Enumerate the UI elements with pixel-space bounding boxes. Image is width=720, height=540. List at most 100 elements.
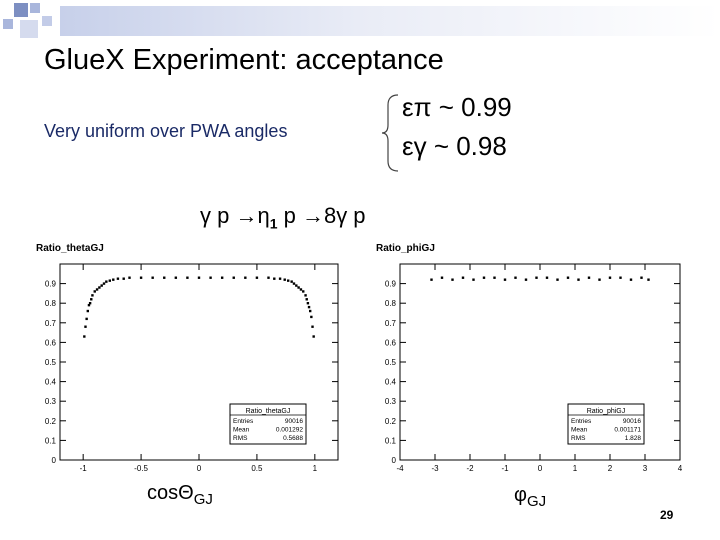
x-tick-label: 4 — [678, 464, 683, 473]
data-point — [647, 278, 650, 281]
data-point — [587, 276, 591, 279]
deco-square-5 — [42, 16, 52, 26]
epsilon-pi: επ ~ 0.99 — [402, 92, 512, 122]
data-point — [108, 279, 112, 282]
data-point — [430, 278, 433, 281]
data-point — [232, 276, 235, 279]
data-point — [514, 276, 517, 279]
data-point — [307, 305, 311, 309]
stats-label: RMS — [571, 435, 586, 442]
data-point — [545, 276, 549, 279]
data-point — [306, 302, 310, 305]
data-point — [267, 276, 270, 279]
theta-plot: 0 0.1 0.2 0.3 0.4 0.5 0.6 0.7 0.8 0.9 -1 -0.5 0 0.5 1 R… — [45, 263, 339, 473]
phi-xlabel-main: φ — [514, 484, 527, 506]
data-point — [461, 276, 465, 279]
data-point — [85, 317, 88, 321]
data-point — [629, 278, 633, 281]
data-point — [493, 276, 496, 279]
data-point — [304, 294, 307, 297]
stats-box — [229, 403, 307, 445]
data-point — [619, 276, 622, 279]
y-tick-label: 0 — [392, 456, 397, 465]
stats-value: 90016 — [623, 418, 641, 425]
page-number: 29 — [660, 508, 674, 522]
stats-value: 0.001292 — [276, 427, 303, 434]
stats-value: 0.001171 — [614, 427, 641, 434]
data-point — [139, 276, 143, 279]
data-point — [310, 315, 313, 319]
data-point — [255, 276, 259, 279]
deco-square-3 — [3, 19, 13, 29]
stats-value: 0.5688 — [283, 435, 303, 442]
slide-title: GlueX Experiment: acceptance — [44, 44, 444, 76]
data-point — [297, 286, 300, 289]
epsilon-gamma: εγ ~ 0.98 — [402, 131, 507, 161]
data-point — [100, 284, 103, 287]
data-point — [93, 290, 96, 293]
data-point — [556, 278, 559, 281]
data-point — [440, 276, 444, 279]
data-point — [577, 278, 580, 281]
data-point — [566, 276, 570, 279]
subtitle: Very uniform over PWA angles — [44, 121, 288, 141]
y-tick-label: 0.2 — [45, 417, 57, 426]
data-point — [640, 276, 643, 279]
data-point — [90, 298, 93, 301]
y-tick-label: 0.3 — [45, 397, 57, 406]
stats-label: Mean — [233, 427, 250, 434]
x-tick-label: -0.5 — [134, 464, 148, 473]
data-point — [220, 276, 224, 279]
data-point — [312, 335, 315, 338]
x-tick-label: -4 — [396, 464, 404, 473]
reaction-pre: γ p →η — [200, 203, 270, 228]
theta-xlabel-sub: GJ — [193, 491, 213, 508]
data-point — [305, 298, 308, 301]
data-point — [112, 278, 115, 281]
data-point — [482, 276, 486, 279]
data-point — [95, 288, 99, 291]
phi-plot-title: Ratio_phiGJ — [376, 243, 435, 254]
x-tick-label: 0 — [538, 464, 543, 473]
data-point — [197, 276, 201, 279]
data-point — [503, 278, 507, 281]
stats-title: Ratio_thetaGJ — [246, 408, 291, 415]
y-tick-label: 0.8 — [45, 299, 57, 308]
stats-label: RMS — [233, 435, 248, 442]
data-point — [91, 294, 94, 297]
data-point — [186, 276, 189, 279]
data-point — [102, 282, 106, 285]
data-point — [84, 325, 87, 328]
y-tick-label: 0.9 — [385, 280, 397, 289]
data-point — [311, 325, 314, 328]
x-tick-label: 2 — [608, 464, 613, 473]
deco-square-4 — [20, 20, 38, 38]
data-point — [295, 284, 298, 287]
y-tick-label: 0.4 — [385, 378, 397, 387]
data-point — [209, 276, 212, 279]
data-point — [244, 276, 247, 279]
x-tick-label: 0.5 — [251, 464, 263, 473]
data-point — [87, 303, 91, 307]
theta-xlabel: cosΘGJ — [147, 482, 213, 508]
data-point — [116, 277, 120, 280]
reaction-post: p →8γ p — [277, 203, 366, 228]
data-point — [122, 277, 125, 280]
stats-value: 1.828 — [625, 435, 642, 442]
data-point — [83, 335, 86, 338]
header-band — [60, 6, 720, 36]
reaction: γ p →η1 p →8γ p — [200, 203, 366, 231]
stats-label: Mean — [571, 427, 588, 434]
deco-square-2 — [30, 3, 40, 13]
phi-plot: 0 0.1 0.2 0.3 0.4 0.5 0.6 0.7 0.8 0.9 -4 -3 -2 -1 0 1 2 3… — [385, 263, 683, 473]
data-point — [299, 288, 303, 291]
stats-label: Entries — [233, 418, 254, 425]
y-tick-label: 0.6 — [45, 338, 57, 347]
phi-xlabel-sub: GJ — [526, 493, 547, 510]
deco-square-1 — [14, 3, 28, 17]
y-tick-label: 0.7 — [45, 319, 57, 328]
x-tick-label: -1 — [80, 464, 88, 473]
phi-xlabel: φGJ — [514, 484, 546, 510]
data-point — [451, 278, 454, 281]
x-tick-label: -1 — [501, 464, 509, 473]
